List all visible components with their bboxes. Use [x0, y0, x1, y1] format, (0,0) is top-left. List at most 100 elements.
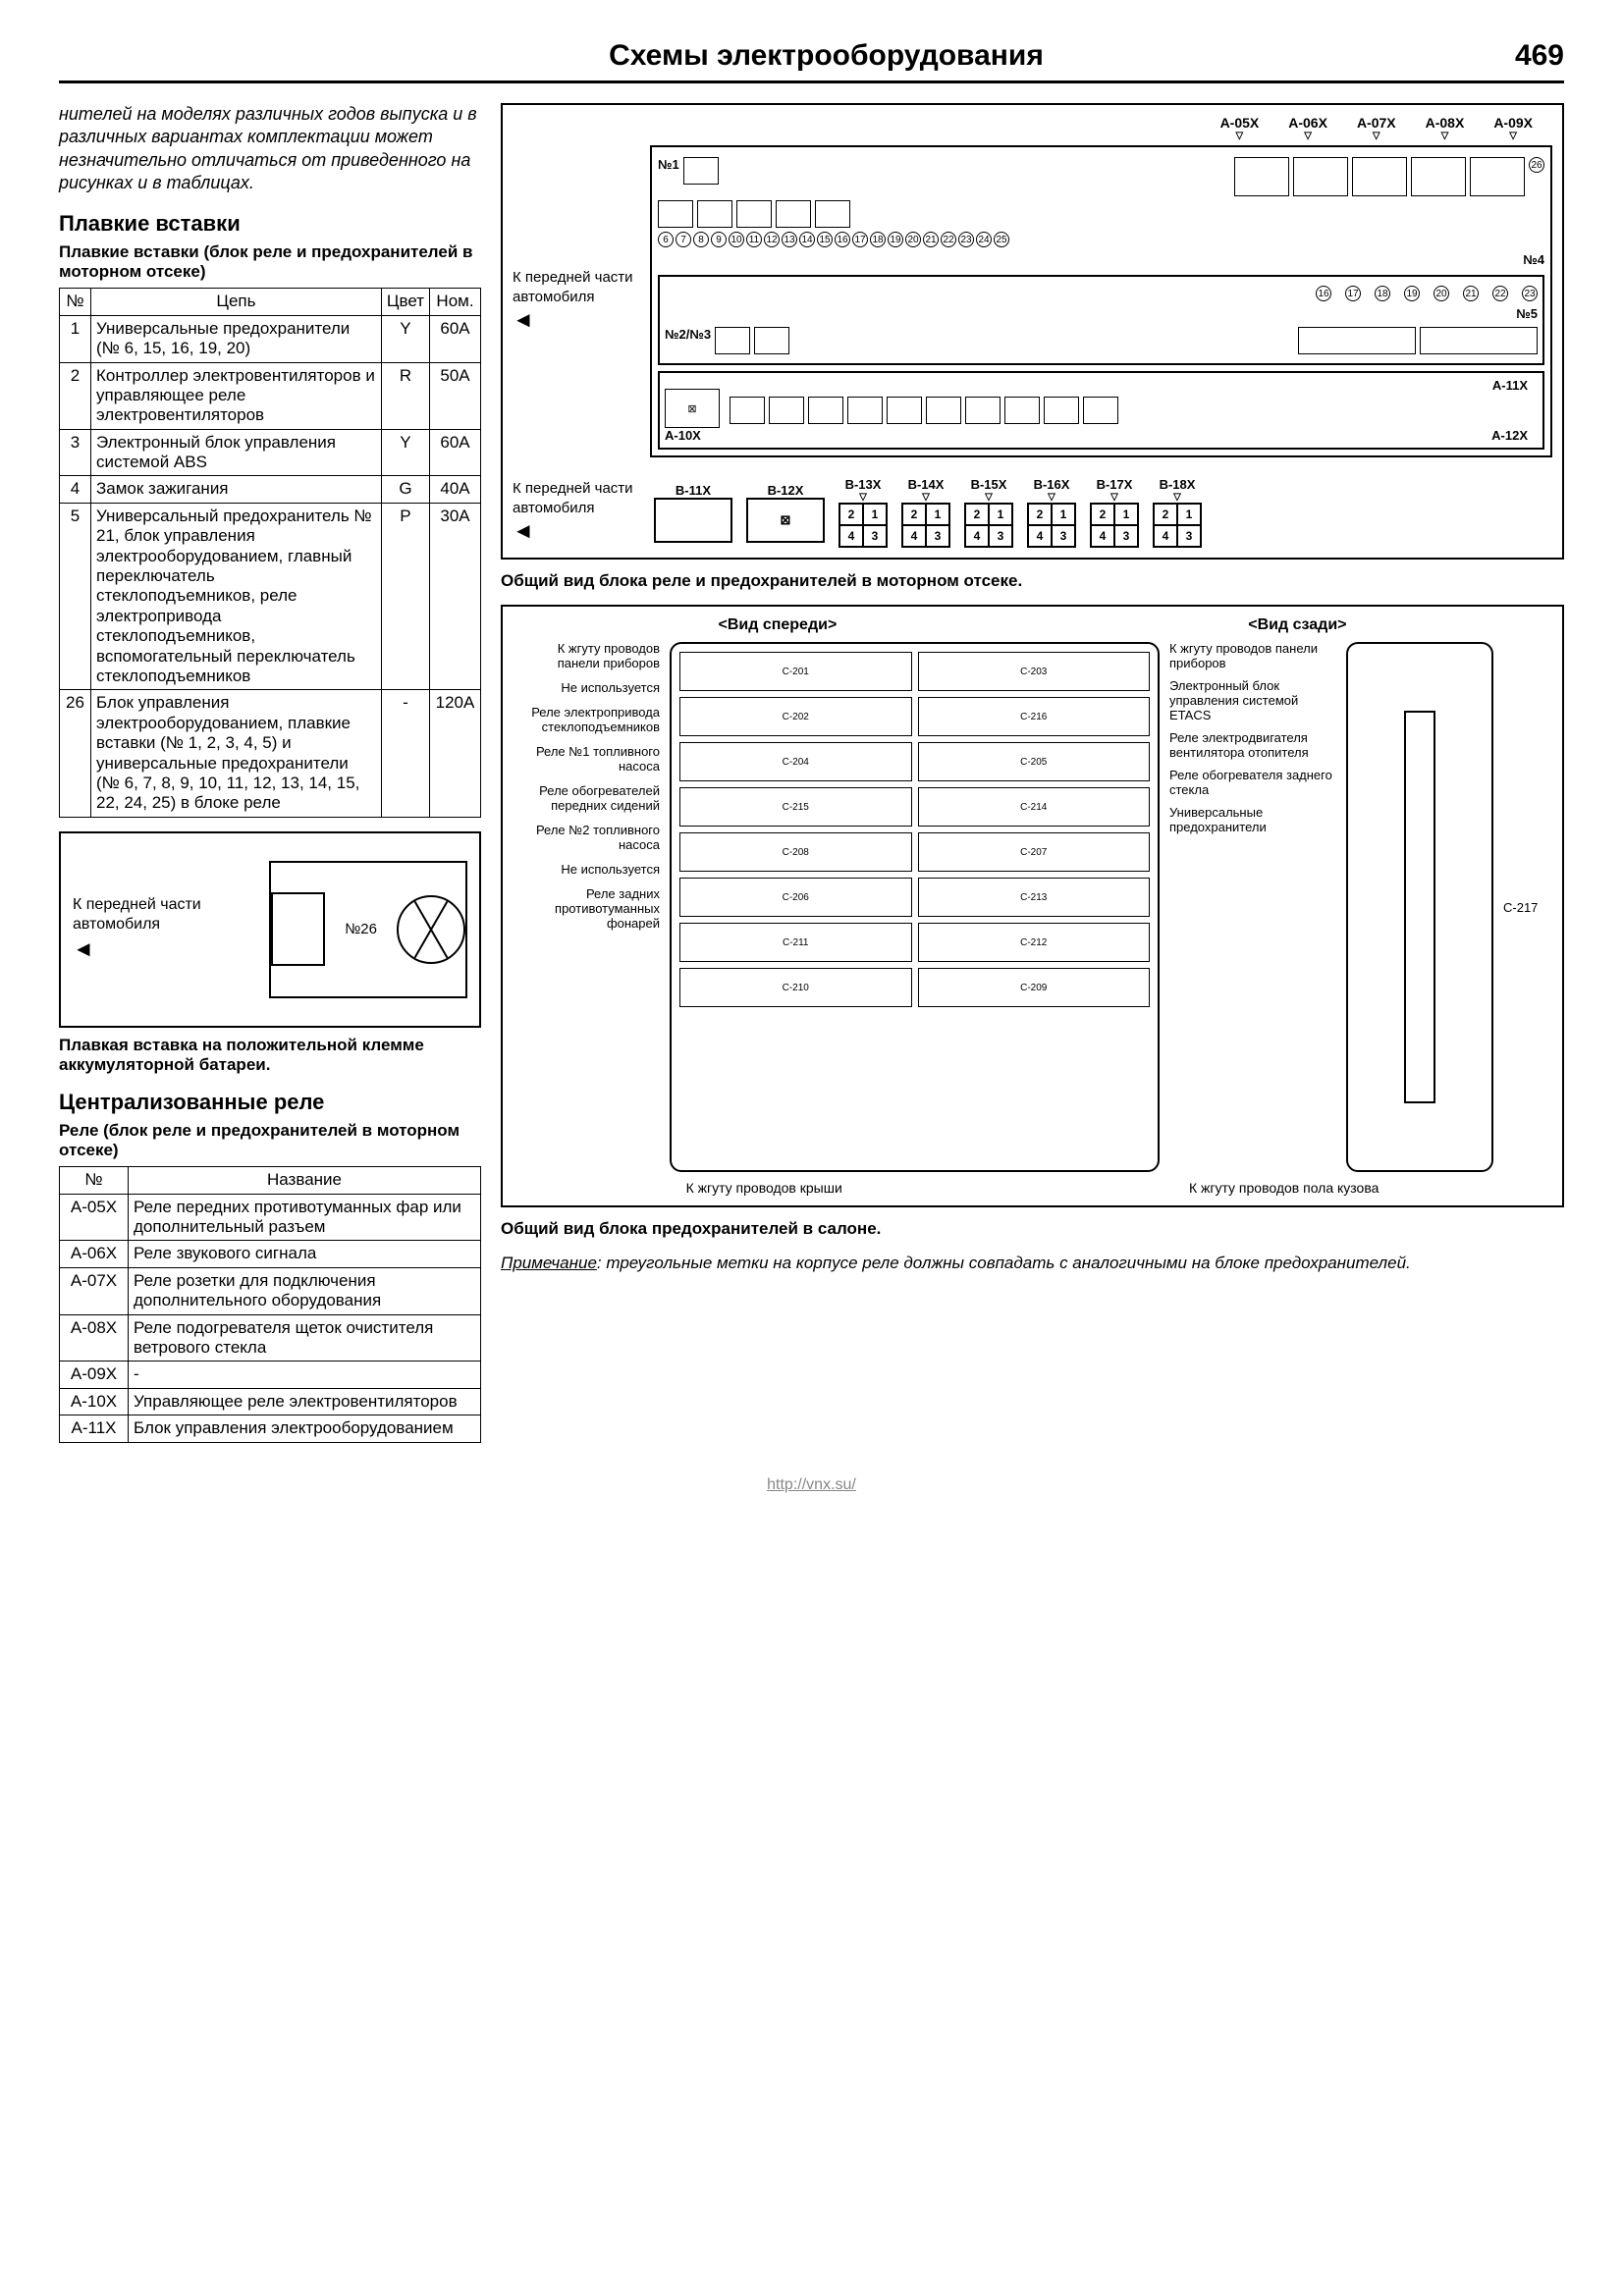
fuse-num-badge: 21 — [1463, 286, 1479, 301]
table-row: A-08XРеле подогревателя щеток очистителя… — [60, 1314, 481, 1362]
cabin-connector-slot: C-203 — [918, 652, 1151, 691]
fuse-num-badge: 22 — [941, 232, 956, 247]
accum-n26-label: №26 — [345, 921, 377, 937]
cabin-connector-slot: C-215 — [679, 787, 912, 827]
terminal-wheel-icon — [397, 895, 465, 964]
cabin-connector-slot: C-208 — [679, 832, 912, 872]
section1-subhead: Плавкие вставки (блок реле и предохранит… — [59, 242, 481, 283]
col-nom: Ном. — [430, 289, 481, 315]
fuse-num-badge: 18 — [870, 232, 886, 247]
fuse-num-badge: 17 — [1345, 286, 1361, 301]
mid-num-row: 1617181920212223 — [665, 286, 1538, 301]
relay-slot — [736, 200, 772, 228]
n4-label: №4 — [1523, 252, 1544, 267]
col-relay-name: Название — [129, 1167, 481, 1194]
cabin-bottom-right: К жгуту проводов пола кузова — [1189, 1180, 1379, 1196]
section2-heading: Централизованные реле — [59, 1090, 481, 1115]
fuse-num-badge: 15 — [817, 232, 833, 247]
sub-block-lower: ⊠ A-10X A-11X A-12X — [658, 371, 1544, 450]
relay-slot — [887, 397, 922, 424]
note-label: Примечание — [501, 1254, 597, 1272]
fuse-num-badge: 16 — [1316, 286, 1331, 301]
relay-slot — [1234, 157, 1289, 196]
page-number: 469 — [1515, 39, 1564, 73]
accum-front-label: К передней части автомобиля — [73, 895, 259, 936]
cabin-connector-slot: C-204 — [679, 742, 912, 781]
block-b-row: К передней части автомобиля B-11X B-12X … — [513, 477, 1552, 548]
view-rear-label: <Вид сзади> — [1248, 616, 1346, 634]
relay-slot — [926, 397, 961, 424]
b-connector-cluster: B-13X▽2143 — [839, 477, 888, 548]
table-row: A-09X- — [60, 1362, 481, 1388]
fuse-num-badge: 19 — [1404, 286, 1420, 301]
note-text: : треугольные метки на корпусе реле долж… — [597, 1254, 1411, 1272]
fuse-num-badge: 20 — [905, 232, 921, 247]
cabin-bottom-left: К жгуту проводов крыши — [686, 1180, 842, 1196]
view-front-label: <Вид спереди> — [718, 616, 837, 634]
engine-fuse-diagram: A-05XA-06XA-07XA-08XA-09X К передней час… — [501, 103, 1564, 560]
b-connector-cluster: B-17X▽2143 — [1090, 477, 1139, 548]
col-circuit: Цепь — [91, 289, 382, 315]
cabin-fuse-diagram: <Вид спереди> <Вид сзади> К жгуту провод… — [501, 605, 1564, 1207]
cabin-connector-slot: C-211 — [679, 923, 912, 962]
section1-heading: Плавкие вставки — [59, 211, 481, 237]
page-header: Схемы электрооборудования 469 — [59, 39, 1564, 83]
b11x-label: B-11X — [676, 483, 711, 498]
page-title: Схемы электрооборудования — [137, 39, 1515, 73]
table-row: A-05XРеле передних противотуманных фар и… — [60, 1194, 481, 1241]
fuse-num-badge: 18 — [1375, 286, 1390, 301]
relay-slot — [1298, 327, 1416, 354]
cabin-callout: К жгуту проводов панели приборов — [513, 642, 660, 671]
b-connector-cluster: B-15X▽2143 — [964, 477, 1013, 548]
engine-caption: Общий вид блока реле и предохранителей в… — [501, 571, 1564, 591]
fuse-26-badge: 26 — [1529, 157, 1544, 173]
col-color: Цвет — [381, 289, 429, 315]
fuse-num-badge: 22 — [1492, 286, 1508, 301]
cabin-front-block: C-201C-203C-202C-216C-204C-205C-215C-214… — [670, 642, 1160, 1172]
cabin-connector-slot: C-212 — [918, 923, 1151, 962]
table-row: 2Контроллер электровентиляторов и управл… — [60, 362, 481, 429]
fuse-num-badge: 6 — [658, 232, 674, 247]
n1-label: №1 — [658, 157, 679, 196]
c217-slot — [1404, 711, 1435, 1103]
a10x-label: A-10X — [665, 428, 720, 443]
table-row: A-06XРеле звукового сигнала — [60, 1241, 481, 1267]
fuse-number-row: 678910111213141516171819202122232425 — [658, 232, 1544, 247]
fuse-num-badge: 24 — [976, 232, 992, 247]
cabin-callout: Реле №2 топливного насоса — [513, 824, 660, 853]
fuse-num-badge: 25 — [994, 232, 1009, 247]
table-row: A-11XБлок управления электрооборудование… — [60, 1415, 481, 1442]
relay-slot — [847, 397, 883, 424]
relay-slot — [1004, 397, 1040, 424]
relay-slot — [1420, 327, 1538, 354]
relay-slot — [658, 200, 693, 228]
c217-label: C-217 — [1503, 900, 1552, 915]
fuse-num-badge: 12 — [764, 232, 780, 247]
fuse-box-icon — [271, 892, 325, 966]
fuse-num-badge: 23 — [958, 232, 974, 247]
fuse-num-badge: 8 — [693, 232, 709, 247]
relay-slot — [1470, 157, 1525, 196]
a12x-label: A-12X — [730, 428, 1528, 443]
cabin-callout: К жгуту проводов панели приборов — [1169, 642, 1336, 671]
cabin-note: Примечание: треугольные метки на корпусе… — [501, 1254, 1564, 1273]
fuse-num-badge: 10 — [729, 232, 744, 247]
arrow-left-icon — [513, 306, 640, 335]
footer-link[interactable]: http://vnx.su/ — [59, 1476, 1564, 1494]
cabin-connector-slot: C-205 — [918, 742, 1151, 781]
relay-slot — [776, 200, 811, 228]
cabin-callout: Реле электропривода стеклоподъемников — [513, 706, 660, 735]
cabin-callout: Реле обогревателя заднего стекла — [1169, 769, 1336, 798]
sub-block: 1617181920212223 №5 №2/№3 — [658, 275, 1544, 365]
blockb-front-label: К передней части автомобиля — [513, 480, 633, 516]
fuse-table: № Цепь Цвет Ном. 1Универсальные предохра… — [59, 288, 481, 817]
connector-label: A-06X — [1288, 115, 1327, 141]
cabin-connector-slot: C-216 — [918, 697, 1151, 736]
table-row: 26Блок управления электрооборудованием, … — [60, 690, 481, 817]
cabin-connector-slot: C-213 — [918, 878, 1151, 917]
table-row: 1Универсальные предохранители (№ 6, 15, … — [60, 315, 481, 362]
engine-front-label: К передней части автомобиля — [513, 269, 633, 305]
fuse-num-badge: 20 — [1434, 286, 1449, 301]
cabin-connector-slot: C-201 — [679, 652, 912, 691]
cabin-callout: Универсальные предохранители — [1169, 806, 1336, 835]
